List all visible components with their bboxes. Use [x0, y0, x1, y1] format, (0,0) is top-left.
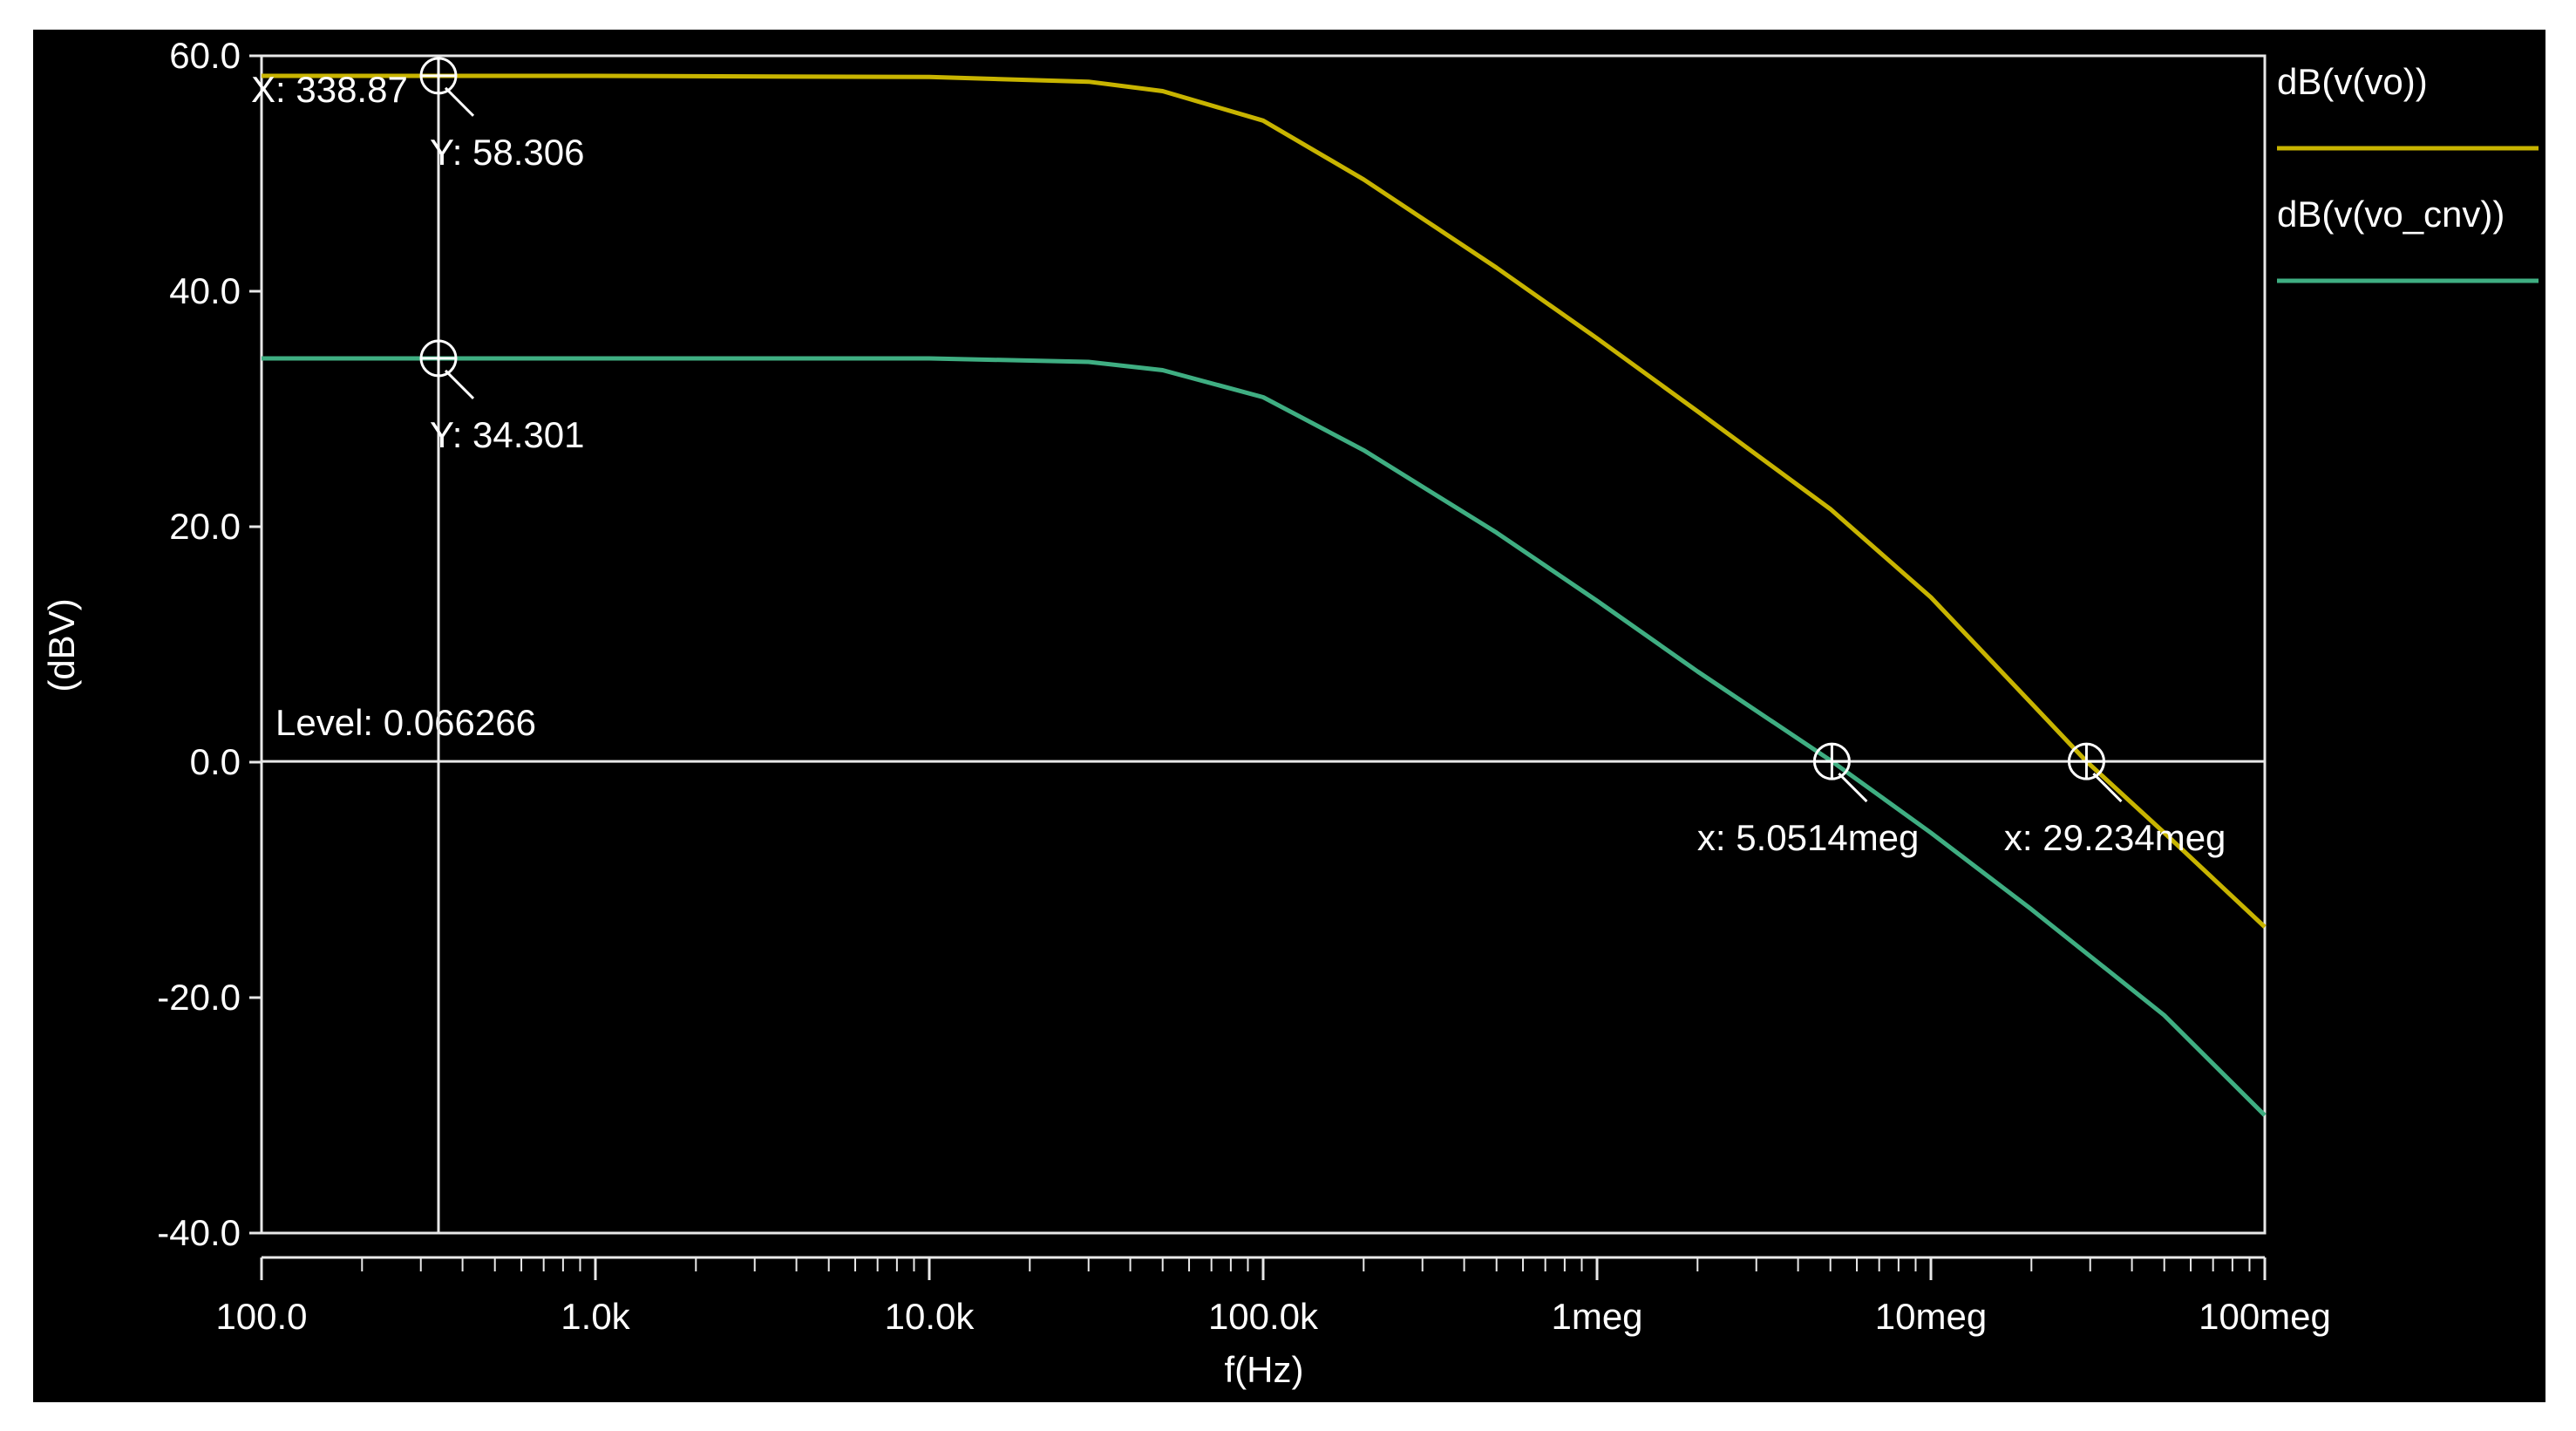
x-tick-label: 1meg: [1551, 1296, 1642, 1337]
x-tick-label: 100.0: [215, 1296, 307, 1337]
series-line-1: [262, 73, 2267, 929]
x-tick-label: 10.0k: [885, 1296, 975, 1337]
x-tick-label: 100.0k: [1208, 1296, 1319, 1337]
annotation-label: x: 5.0514meg: [1697, 817, 1920, 858]
plot-border: [260, 54, 2267, 1235]
annotation-label: x: 29.234meg: [2004, 817, 2226, 858]
plot-background: [33, 30, 2545, 1402]
annotation-label: X: 338.87: [251, 69, 408, 110]
annotation-label: Y: 34.301: [430, 414, 585, 455]
y-tick-label: 60.0: [169, 35, 241, 76]
x-tick-label: 1.0k: [561, 1296, 630, 1337]
series-line-2: [262, 356, 2267, 1117]
level-label: Level: 0.066266: [275, 702, 536, 743]
annotations: Level: 0.066266 X: 338.87 Y: 58.306 Y: 34.3…: [251, 56, 2265, 1233]
y-axis-label: (dBV): [41, 598, 82, 692]
y-tick-label: -20.0: [157, 977, 241, 1018]
annotation-pointer: [444, 369, 475, 399]
x-axis-label: f(Hz): [1225, 1349, 1304, 1390]
y-tick-label: 0.0: [190, 741, 241, 782]
y-tick-label: 20.0: [169, 506, 241, 547]
annotation-pointer: [444, 86, 475, 117]
annotation-pointer: [2092, 773, 2123, 803]
axes: 60.0 40.0 20.0 0.0 -20.0 -40.0 100.0 1.0k 10.0k 1…: [157, 35, 2331, 1337]
y-tick-label: 40.0: [169, 270, 241, 311]
legend: dB(v(vo)) dB(v(vo_cnv)): [2277, 61, 2539, 283]
legend-label: dB(v(vo)): [2277, 61, 2428, 102]
x-tick-label: 10meg: [1875, 1296, 1987, 1337]
x-tick-label: 100meg: [2199, 1296, 2331, 1337]
annotation-label: Y: 58.306: [430, 132, 585, 173]
annotation-pointer: [1838, 773, 1868, 803]
series-lines: [262, 73, 2267, 1117]
legend-label: dB(v(vo_cnv)): [2277, 194, 2505, 235]
y-tick-label: -40.0: [157, 1212, 241, 1253]
